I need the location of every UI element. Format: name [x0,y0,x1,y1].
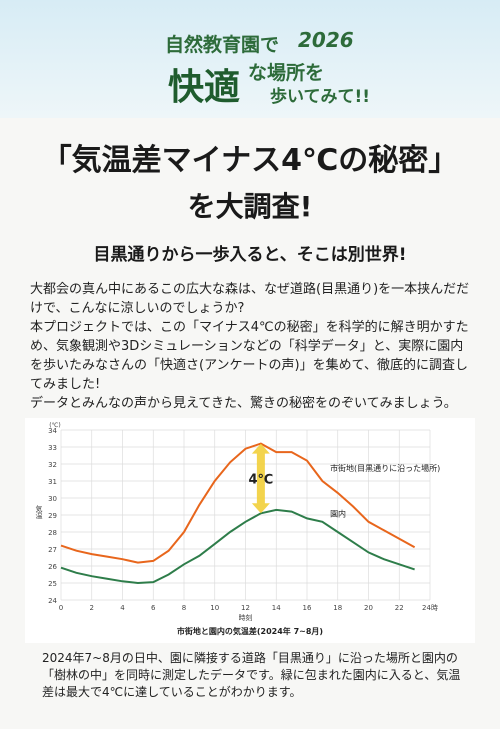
header-line2: な場所を [248,62,325,84]
y-tick-label: 29 [48,512,57,520]
header-line3: 歩いてみて!! [270,87,370,107]
x-tick-label: 16 [303,604,312,612]
paragraph: 本プロジェクトでは、この「マイナス4℃の秘密」を科学的に解き明かすため、気象観測… [30,320,469,392]
header-line1: 自然教育園で [165,34,280,56]
caption: 市街地と園内の気温差(2024年 7~8月) [177,626,323,636]
x-tick-label: 8 [182,604,186,612]
paragraph: 大都会の真ん中にあるこの広大な森は、なぜ道路(目黒通り)を一本挟んだだけで、こん… [30,282,470,316]
header-big: 快適 [168,67,241,108]
series-line [60,442,416,564]
paragraph: データとみんなの声から見えてきた、驚きの秘密をのぞいてみましょう。 [30,396,457,411]
chart-background [25,418,475,643]
x-tick-label: 24時 [422,604,438,612]
series-line [60,508,415,585]
y-tick-label: 33 [48,444,57,452]
x-tick-label: 20 [364,604,373,612]
header-year: 2026 [298,28,354,52]
x-tick-label: 4 [120,604,125,612]
x-tick-label: 10 [210,604,219,612]
y-axis-label: 気温 [35,504,43,520]
x-tick-label: 0 [59,604,63,612]
x-tick-label: 6 [151,604,156,612]
subtitle: 目黒通りから一歩入ると、そこは別世界! [93,245,407,265]
x-tick-label: 22 [395,604,404,612]
series-label: 市街地(目黒通りに沿った場所) [330,463,440,473]
x-tick-label: 18 [333,604,342,612]
x-tick-label: 14 [272,604,281,612]
title-line1: 「気温差マイナス4℃の秘密」 [41,143,459,178]
annotation: 4℃ [248,472,273,487]
x-tick-label: 2 [90,604,94,612]
y-tick-label: 28 [48,529,57,537]
y-tick-label: 31 [48,478,57,486]
series-label: 園内 [330,509,346,519]
header-band [0,0,500,118]
y-tick-label: 24 [48,597,57,605]
x-axis-label: 時刻 [239,613,253,622]
footer-text: 2024年7~8月の日中、園に隣接する道路「目黒通り」に沿った場所と園内の「樹林… [42,651,461,699]
x-tick-label: 12 [241,604,250,612]
y-tick-label: 30 [48,495,57,503]
y-tick-label: 25 [48,580,57,588]
annotation-arrow [251,443,270,514]
y-tick-label: 26 [48,563,57,571]
y-unit: (℃) [49,422,60,429]
y-tick-label: 27 [48,546,57,554]
title-line2: を大調査! [187,190,313,223]
y-tick-label: 34 [48,427,57,435]
y-tick-label: 32 [48,461,57,469]
